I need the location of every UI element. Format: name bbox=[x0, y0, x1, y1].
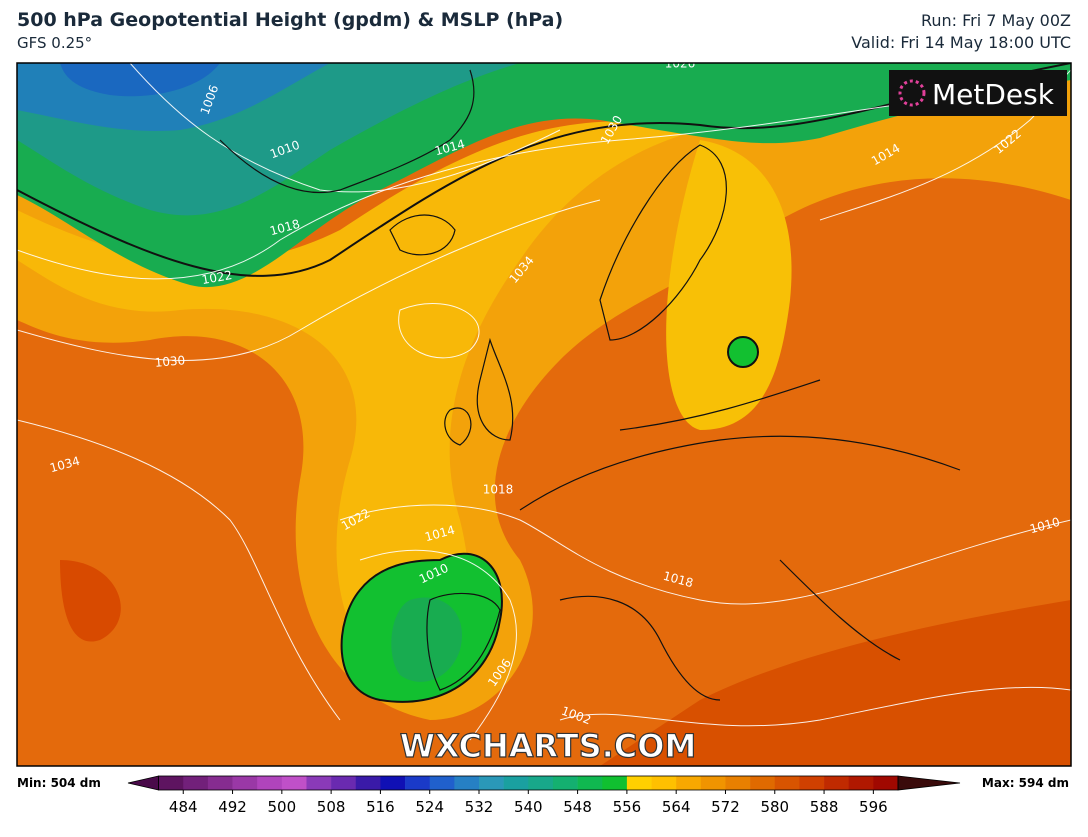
run-time: Run: Fri 7 May 00Z bbox=[921, 11, 1071, 30]
552-contour bbox=[17, 63, 1071, 277]
isobar bbox=[17, 89, 1001, 280]
colorbar-tick-label: 596 bbox=[859, 798, 888, 816]
colorbar: 484 492 500 508 516 524 532 540 548 556 564 572 580 5… bbox=[127, 775, 961, 816]
colorbar-swatch bbox=[380, 776, 406, 790]
colorbar-swatch bbox=[454, 776, 480, 790]
valid-time: Valid: Fri 14 May 18:00 UTC bbox=[851, 33, 1071, 52]
isobar bbox=[559, 686, 1071, 727]
colorbar-tick-label: 580 bbox=[760, 798, 789, 816]
colorbar-swatch bbox=[207, 776, 233, 790]
colorbar-swatch bbox=[331, 776, 357, 790]
isobar bbox=[17, 419, 341, 721]
colorbar-tick-label: 508 bbox=[317, 798, 346, 816]
isobar-label: 1030 bbox=[154, 353, 186, 370]
colorbar-arrow-high bbox=[897, 775, 961, 791]
colorbar-swatch bbox=[257, 776, 283, 790]
colorbar-tick-label: 492 bbox=[218, 798, 247, 816]
colorbar-swatch bbox=[774, 776, 800, 790]
isobar bbox=[398, 303, 480, 359]
trough-core bbox=[60, 63, 220, 97]
colorbar-tick-label: 588 bbox=[810, 798, 839, 816]
colorbar-swatch bbox=[479, 776, 504, 790]
colorbar-tick-label: 524 bbox=[415, 798, 444, 816]
colorbar-swatch bbox=[232, 776, 258, 790]
colorbar-tick-label: 516 bbox=[366, 798, 395, 816]
colorbar-swatch bbox=[429, 776, 455, 790]
subtitle: GFS 0.25° bbox=[17, 34, 92, 52]
colorbar-swatch bbox=[405, 776, 431, 790]
logo-box bbox=[889, 70, 1067, 116]
isobar bbox=[129, 63, 561, 193]
colorbar-swatch bbox=[306, 776, 332, 790]
warm-spot bbox=[60, 560, 121, 642]
colorbar-swatch bbox=[799, 776, 825, 790]
colorbar-swatch bbox=[602, 776, 628, 790]
map: 1006101010181022103010341034101410301026… bbox=[17, 57, 1071, 766]
title: 500 hPa Geopotential Height (gpdm) & MSL… bbox=[17, 9, 563, 31]
colorbar-min-label: Min: 504 dm bbox=[17, 776, 101, 790]
small-low bbox=[727, 336, 759, 368]
colorbar-swatch bbox=[158, 776, 184, 790]
colorbar-tick-label: 484 bbox=[169, 798, 198, 816]
colorbar-swatch bbox=[750, 776, 776, 790]
colorbar-tick-label: 548 bbox=[563, 798, 592, 816]
colorbar-tick-label: 564 bbox=[662, 798, 691, 816]
colorbar-swatch bbox=[503, 776, 529, 790]
coastline bbox=[519, 379, 961, 701]
colorbar-tick-label: 572 bbox=[711, 798, 740, 816]
colorbar-max-label: Max: 594 dm bbox=[982, 776, 1069, 790]
colorbar-swatch bbox=[824, 776, 850, 790]
colorbar-swatch bbox=[552, 776, 578, 790]
coastline bbox=[389, 214, 456, 256]
isobar bbox=[17, 199, 601, 361]
logo-text: MetDesk bbox=[932, 78, 1055, 111]
colorbar-swatch bbox=[528, 776, 554, 790]
map-frame bbox=[16, 62, 1072, 767]
cut-off-low-core bbox=[391, 597, 462, 682]
watermark: WXCHARTS.COM bbox=[400, 727, 697, 765]
colorbar-swatch bbox=[700, 776, 726, 790]
isobar-label: 1018 bbox=[483, 483, 514, 497]
logo-icon bbox=[898, 79, 926, 107]
colorbar-tick-label: 532 bbox=[465, 798, 494, 816]
colorbar-swatch bbox=[355, 776, 381, 790]
colorbar-tick-label: 500 bbox=[268, 798, 297, 816]
colorbar-swatch bbox=[281, 776, 307, 790]
colorbar-swatch bbox=[626, 776, 652, 790]
colorbar-arrow-low bbox=[127, 775, 159, 791]
colorbar-tick-label: 556 bbox=[613, 798, 642, 816]
ridge bbox=[666, 140, 792, 430]
colorbar-swatch bbox=[676, 776, 702, 790]
isobar-label: 1022 bbox=[201, 268, 234, 287]
colorbar-tick-label: 540 bbox=[514, 798, 543, 816]
colorbar-swatch bbox=[183, 776, 209, 790]
colorbar-swatch bbox=[725, 776, 751, 790]
colorbar-swatch bbox=[873, 776, 899, 790]
isobar bbox=[339, 504, 1071, 605]
colorbar-swatch bbox=[577, 776, 603, 790]
coastline bbox=[599, 144, 727, 341]
colorbar-swatch bbox=[848, 776, 874, 790]
coastline bbox=[426, 592, 501, 691]
coastline bbox=[444, 337, 514, 446]
isobar bbox=[359, 549, 517, 741]
isobar-label: 1026 bbox=[665, 57, 696, 71]
coastline bbox=[219, 69, 475, 194]
colorbar-swatch bbox=[651, 776, 677, 790]
